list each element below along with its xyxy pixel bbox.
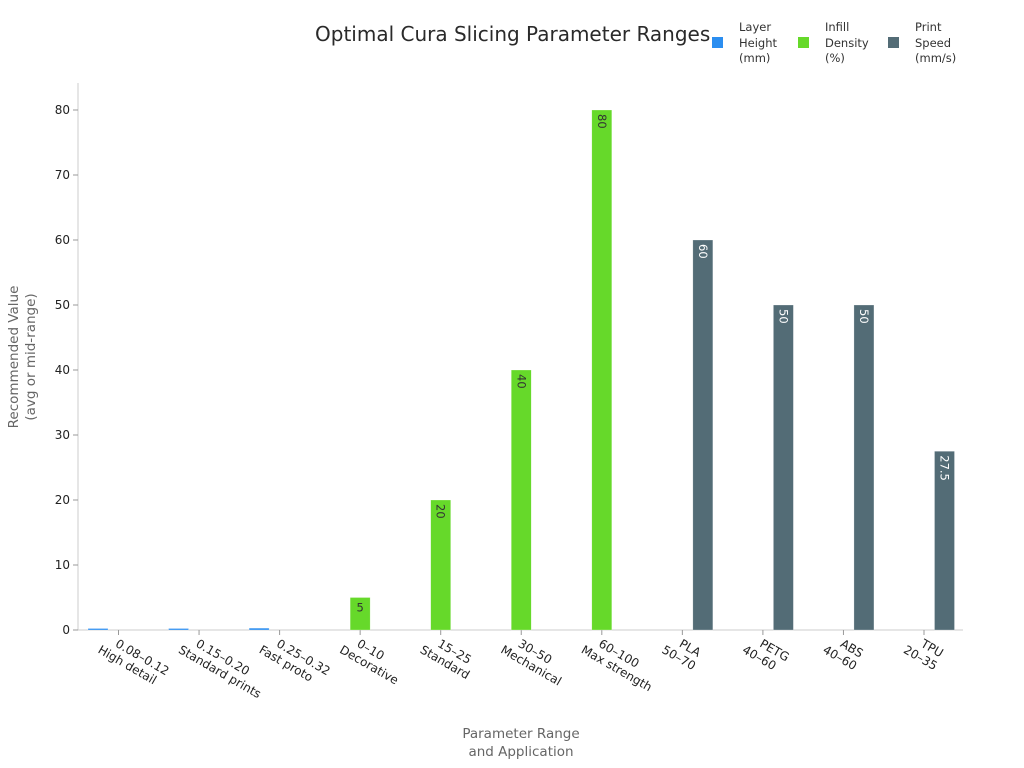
x-tick-label: PETG40–60 — [740, 630, 792, 676]
bar-value-label: 80 — [595, 114, 609, 129]
bar[interactable] — [934, 451, 955, 631]
bar-value-label: 27.5 — [938, 455, 952, 481]
bar[interactable] — [430, 499, 451, 631]
bar[interactable] — [692, 239, 714, 631]
y-tick-label: 30 — [55, 428, 70, 442]
bar-value-label: 40 — [514, 374, 528, 389]
chart-title: Optimal Cura Slicing Parameter Ranges — [315, 22, 711, 46]
legend-swatch — [712, 37, 723, 48]
y-tick-label: 60 — [55, 233, 70, 247]
bar[interactable] — [511, 369, 532, 631]
legend-label: Print Speed (mm/s) — [915, 20, 957, 65]
legend-label: Layer Height (mm) — [739, 20, 778, 65]
bar[interactable] — [349, 597, 371, 631]
bar[interactable] — [591, 109, 613, 631]
y-tick-label: 10 — [55, 558, 70, 572]
y-tick-label: 40 — [55, 363, 70, 377]
bar[interactable] — [853, 304, 875, 631]
legend-label: Infill Density (%) — [825, 20, 869, 65]
x-tick-label: TPU20–35 — [901, 630, 947, 673]
y-tick-label: 70 — [55, 168, 70, 182]
x-tick-label: 0–10Decorative — [337, 630, 408, 687]
x-tick-label: 0.08–0.12High detail — [96, 630, 172, 690]
legend-swatch — [888, 37, 899, 48]
x-tick-label: 0.25–0.32Fast proto — [257, 630, 333, 690]
bar-value-label: 5 — [356, 601, 363, 615]
x-tick-label: 0.15–0.20Standard prints — [176, 630, 270, 701]
x-tick-label: 60–100Max strength — [579, 630, 662, 694]
bar-value-label: 20 — [434, 504, 448, 519]
legend-swatch — [798, 37, 809, 48]
x-tick-label: ABS40–60 — [821, 630, 867, 673]
y-tick-label: 50 — [55, 298, 70, 312]
bar[interactable] — [87, 628, 109, 631]
x-tick-label: 15–25Standard — [418, 630, 479, 682]
x-tick-label: PLA50–70 — [659, 630, 705, 673]
bar-value-label: 60 — [696, 244, 710, 259]
bar[interactable] — [168, 628, 189, 631]
x-tick-label: 30–50Mechanical — [498, 630, 570, 688]
bar[interactable] — [773, 304, 794, 631]
bar-value-label: 50 — [776, 309, 790, 324]
y-tick-label: 20 — [55, 493, 70, 507]
x-axis-title: Parameter Range and Application — [462, 726, 579, 760]
bar-value-label: 50 — [857, 309, 871, 324]
y-tick-label: 80 — [55, 103, 70, 117]
bar[interactable] — [248, 627, 270, 631]
y-tick-label: 0 — [62, 623, 70, 637]
y-axis-title: Recommended Value(avg or mid-range) — [6, 286, 39, 429]
